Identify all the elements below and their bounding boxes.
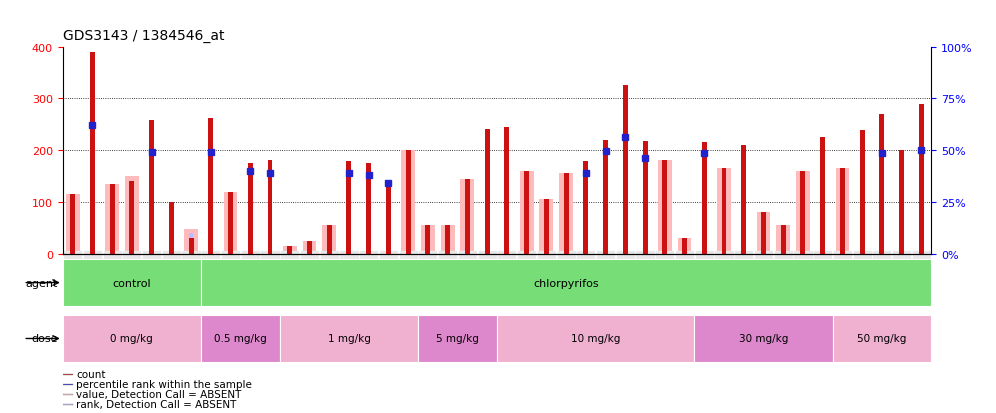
Bar xyxy=(776,225,790,254)
Text: 0.5 mg/kg: 0.5 mg/kg xyxy=(214,334,267,344)
Bar xyxy=(840,169,845,254)
Bar xyxy=(208,119,213,254)
Bar xyxy=(662,161,667,254)
Bar xyxy=(124,177,138,254)
Bar xyxy=(418,315,497,363)
Bar xyxy=(201,315,280,363)
Bar xyxy=(201,259,931,307)
Bar xyxy=(188,238,193,254)
Bar xyxy=(821,138,825,254)
Bar xyxy=(327,225,332,254)
Bar xyxy=(465,179,470,254)
Text: count: count xyxy=(77,369,106,380)
Bar xyxy=(642,142,647,254)
Bar xyxy=(63,315,201,363)
Bar xyxy=(622,86,627,254)
Bar xyxy=(425,225,430,254)
Bar xyxy=(63,394,73,395)
Bar xyxy=(367,164,372,254)
Bar xyxy=(504,128,509,254)
Bar xyxy=(129,182,134,254)
Bar xyxy=(106,184,119,254)
Bar xyxy=(899,151,904,254)
Bar xyxy=(821,238,825,254)
Bar xyxy=(540,200,553,254)
Bar xyxy=(860,131,865,254)
Bar xyxy=(584,162,589,254)
Bar xyxy=(721,169,726,254)
Text: dose: dose xyxy=(31,334,58,344)
Bar xyxy=(761,213,766,254)
Text: 0 mg/kg: 0 mg/kg xyxy=(111,334,153,344)
Bar xyxy=(280,315,418,363)
Bar xyxy=(460,179,474,254)
Bar xyxy=(677,238,691,254)
Bar xyxy=(833,315,931,363)
Bar xyxy=(796,171,810,254)
Bar xyxy=(169,202,173,254)
Bar xyxy=(564,174,569,254)
Bar xyxy=(658,161,671,254)
Bar xyxy=(63,259,201,307)
Bar xyxy=(497,315,694,363)
Bar xyxy=(520,171,534,254)
Bar xyxy=(307,241,312,254)
Bar xyxy=(445,225,450,254)
Bar xyxy=(248,164,253,254)
Bar xyxy=(184,229,198,254)
Bar xyxy=(421,225,435,254)
Bar xyxy=(401,151,415,254)
Bar xyxy=(283,246,297,254)
Text: GDS3143 / 1384546_at: GDS3143 / 1384546_at xyxy=(63,29,224,43)
Bar xyxy=(524,171,529,254)
Bar xyxy=(505,225,509,254)
Bar xyxy=(189,233,193,254)
Bar xyxy=(287,246,292,254)
Bar xyxy=(485,223,489,254)
Bar xyxy=(741,146,746,254)
Bar xyxy=(559,174,573,254)
Bar xyxy=(323,225,336,254)
Bar xyxy=(66,195,80,254)
Bar xyxy=(149,121,154,254)
Bar xyxy=(90,53,95,254)
Bar xyxy=(63,404,73,405)
Bar xyxy=(544,200,549,254)
Bar xyxy=(224,192,237,254)
Bar xyxy=(63,374,73,375)
Bar xyxy=(303,241,317,254)
Text: 1 mg/kg: 1 mg/kg xyxy=(328,334,371,344)
Text: chlorpyrifos: chlorpyrifos xyxy=(533,278,599,288)
Bar xyxy=(879,114,884,254)
Bar xyxy=(485,130,490,254)
Bar xyxy=(347,162,352,254)
Bar xyxy=(836,169,850,254)
Bar xyxy=(405,151,410,254)
Text: agent: agent xyxy=(25,278,58,288)
Bar xyxy=(781,225,786,254)
Text: 10 mg/kg: 10 mg/kg xyxy=(571,334,621,344)
Bar xyxy=(682,238,687,254)
Text: 30 mg/kg: 30 mg/kg xyxy=(739,334,788,344)
Text: rank, Detection Call = ABSENT: rank, Detection Call = ABSENT xyxy=(77,399,237,409)
Text: 5 mg/kg: 5 mg/kg xyxy=(436,334,479,344)
Text: value, Detection Call = ABSENT: value, Detection Call = ABSENT xyxy=(77,389,242,399)
Bar xyxy=(70,195,75,254)
Bar xyxy=(228,192,233,254)
Bar xyxy=(441,225,454,254)
Bar xyxy=(110,184,115,254)
Bar xyxy=(694,315,833,363)
Bar xyxy=(702,143,707,254)
Bar xyxy=(604,140,608,254)
Text: control: control xyxy=(113,278,151,288)
Text: 50 mg/kg: 50 mg/kg xyxy=(858,334,906,344)
Text: percentile rank within the sample: percentile rank within the sample xyxy=(77,380,252,389)
Bar xyxy=(386,182,390,254)
Bar xyxy=(268,161,273,254)
Bar xyxy=(717,169,731,254)
Bar xyxy=(757,213,770,254)
Bar xyxy=(63,384,73,385)
Bar xyxy=(919,104,924,254)
Bar xyxy=(801,171,806,254)
